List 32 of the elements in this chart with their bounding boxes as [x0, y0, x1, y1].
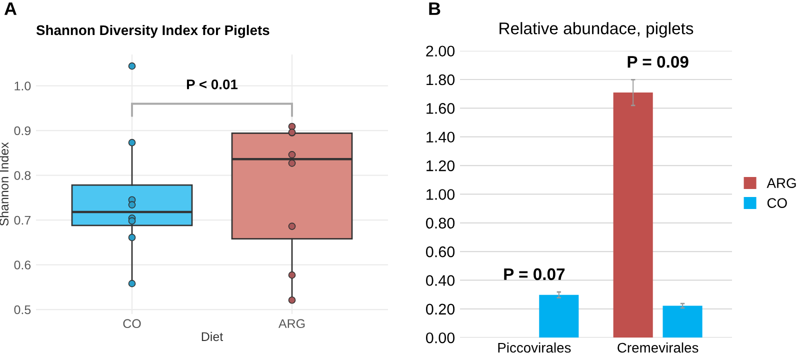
- y-tick-label: 2.00: [426, 46, 455, 57]
- y-tick-label: 1.60: [426, 103, 455, 114]
- text: B: [429, 2, 440, 15]
- chart-title: Shannon Diversity Index for Piglets: [36, 24, 270, 38]
- y-tick-label: 0.9: [14, 126, 31, 136]
- x-tick-label: Cremevirales: [618, 342, 698, 353]
- y-tick-label: 0.40: [426, 275, 455, 286]
- y-tick-label: 1.0: [14, 82, 31, 90]
- y-tick-label: 0.7: [14, 216, 31, 225]
- y-tick-label: 1.20: [426, 160, 455, 172]
- bar: [662, 306, 702, 338]
- y-tick-label: 0.5: [14, 305, 31, 314]
- y-tick-label: 0.6: [14, 260, 31, 270]
- y-tick-label: 0.80: [426, 218, 455, 229]
- bar: [539, 294, 579, 338]
- legend-label: ARG: [766, 178, 796, 188]
- y-tick-label: 1.80: [426, 74, 455, 86]
- x-axis-title: Diet: [202, 332, 224, 342]
- annotation: P = 0.07: [504, 268, 565, 280]
- y-tick-label: 0.8: [14, 171, 31, 180]
- chart-title: Relative abundace, piglets: [500, 22, 694, 38]
- legend-label: CO: [767, 198, 787, 208]
- annotation: P < 0.01: [186, 79, 238, 90]
- y-tick-label: 0.00: [426, 332, 455, 344]
- y-tick-label: 0.60: [426, 246, 455, 258]
- x-tick-label: Piccovirales: [498, 342, 571, 353]
- y-tick-label: 1.40: [426, 132, 455, 143]
- y-tick-label: 0.20: [426, 304, 455, 315]
- bar: [613, 92, 653, 338]
- y-tick-label: 1.00: [426, 189, 455, 200]
- text: A: [4, 2, 17, 15]
- annotation: P = 0.09: [628, 56, 688, 68]
